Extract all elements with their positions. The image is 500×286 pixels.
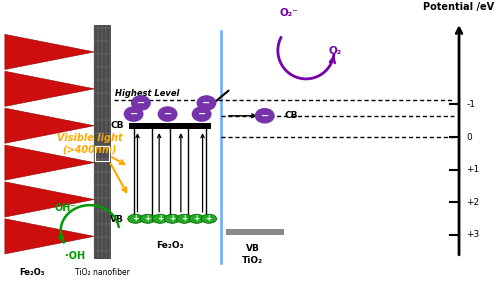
Ellipse shape <box>256 109 274 123</box>
Circle shape <box>140 214 156 223</box>
Polygon shape <box>5 145 94 180</box>
Circle shape <box>152 214 168 223</box>
Text: +2: +2 <box>466 198 479 207</box>
Text: −: − <box>260 111 269 121</box>
Polygon shape <box>5 108 94 143</box>
Polygon shape <box>5 182 94 217</box>
Bar <box>94 25 110 258</box>
Circle shape <box>176 214 192 223</box>
Text: CB: CB <box>284 111 298 120</box>
Text: +: + <box>194 214 200 223</box>
Ellipse shape <box>132 96 150 110</box>
Ellipse shape <box>192 107 211 121</box>
Text: −: − <box>164 109 172 119</box>
Ellipse shape <box>197 96 216 110</box>
Text: Fe₂O₃: Fe₂O₃ <box>19 268 44 277</box>
Text: -1: -1 <box>466 100 475 109</box>
Text: +: + <box>144 214 151 223</box>
Circle shape <box>189 214 204 223</box>
Text: +: + <box>157 214 163 223</box>
Text: +: + <box>132 214 138 223</box>
Ellipse shape <box>124 107 143 121</box>
Circle shape <box>128 214 144 223</box>
Text: Visible light
(>400nm): Visible light (>400nm) <box>57 133 122 155</box>
Text: O₂: O₂ <box>328 45 342 55</box>
Text: +3: +3 <box>466 231 479 239</box>
Text: +: + <box>182 214 188 223</box>
Polygon shape <box>5 34 94 69</box>
Text: CB: CB <box>110 121 124 130</box>
Text: −: − <box>130 109 138 119</box>
Text: Fe₂O₃: Fe₂O₃ <box>156 241 184 250</box>
Circle shape <box>201 214 216 223</box>
Text: VB: VB <box>246 244 260 253</box>
Bar <box>95 146 109 161</box>
Text: −: − <box>202 98 210 108</box>
Text: +: + <box>169 214 175 223</box>
Text: Highest Level: Highest Level <box>115 89 180 98</box>
Circle shape <box>164 214 180 223</box>
Text: Potential /eV: Potential /eV <box>424 2 494 12</box>
Bar <box>226 229 284 235</box>
Text: +: + <box>206 214 212 223</box>
Polygon shape <box>5 71 94 106</box>
Text: TiO₂: TiO₂ <box>242 256 263 265</box>
Ellipse shape <box>158 107 177 121</box>
Text: −: − <box>198 109 205 119</box>
Text: 0: 0 <box>466 132 472 142</box>
Text: +1: +1 <box>466 165 479 174</box>
Text: OH⁻: OH⁻ <box>55 203 76 213</box>
Polygon shape <box>5 219 94 254</box>
Text: ·OH: ·OH <box>65 251 86 261</box>
Text: VB: VB <box>110 215 124 224</box>
Bar <box>128 216 212 223</box>
Text: −: − <box>137 98 145 108</box>
Bar <box>128 123 212 129</box>
Text: TiO₂ nanofiber: TiO₂ nanofiber <box>74 268 130 277</box>
Text: O₂⁻: O₂⁻ <box>280 8 298 18</box>
